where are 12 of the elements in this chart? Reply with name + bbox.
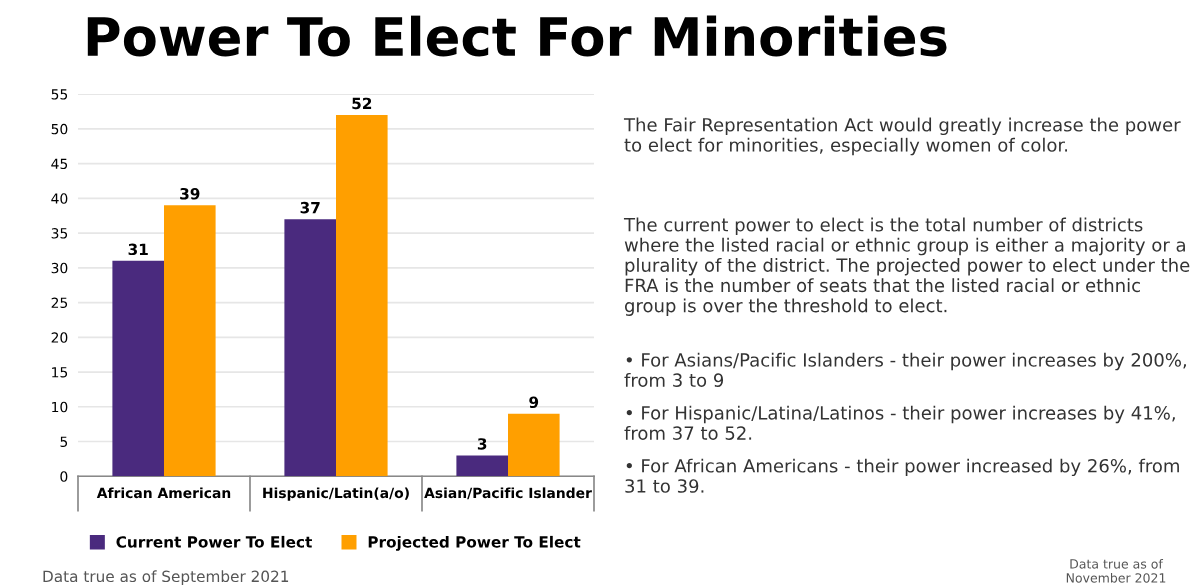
bar (164, 205, 216, 477)
text: • For Hispanic/Latina/Latinos - their power increases by 41%, from 37 to 52. (624, 405, 1175, 440)
bar (508, 413, 560, 477)
bar (112, 260, 164, 477)
text: The Fair Representation Act would greatly increase the power to elect for minorities, especially women of color. (623, 117, 1181, 156)
text: The current power to elect is the total number of districts where the listed racial or ethnic group is either a majority or a plurality of the district. The projected power to elect under the FRA is the number of seats that the listed racial or ethnic group is over the threshold to elect. (623, 217, 1190, 316)
text: • For African Americans - their power increased by 26%, from 31 to 39. (625, 458, 1179, 493)
chart-title: Power To Elect For Minorities (87, 15, 947, 57)
bar (456, 455, 508, 477)
text: • For Asians/Pacific Islanders - their power increases by 200%, from 3 to 9 (624, 352, 1186, 387)
bar (336, 114, 388, 477)
bar (284, 219, 336, 477)
